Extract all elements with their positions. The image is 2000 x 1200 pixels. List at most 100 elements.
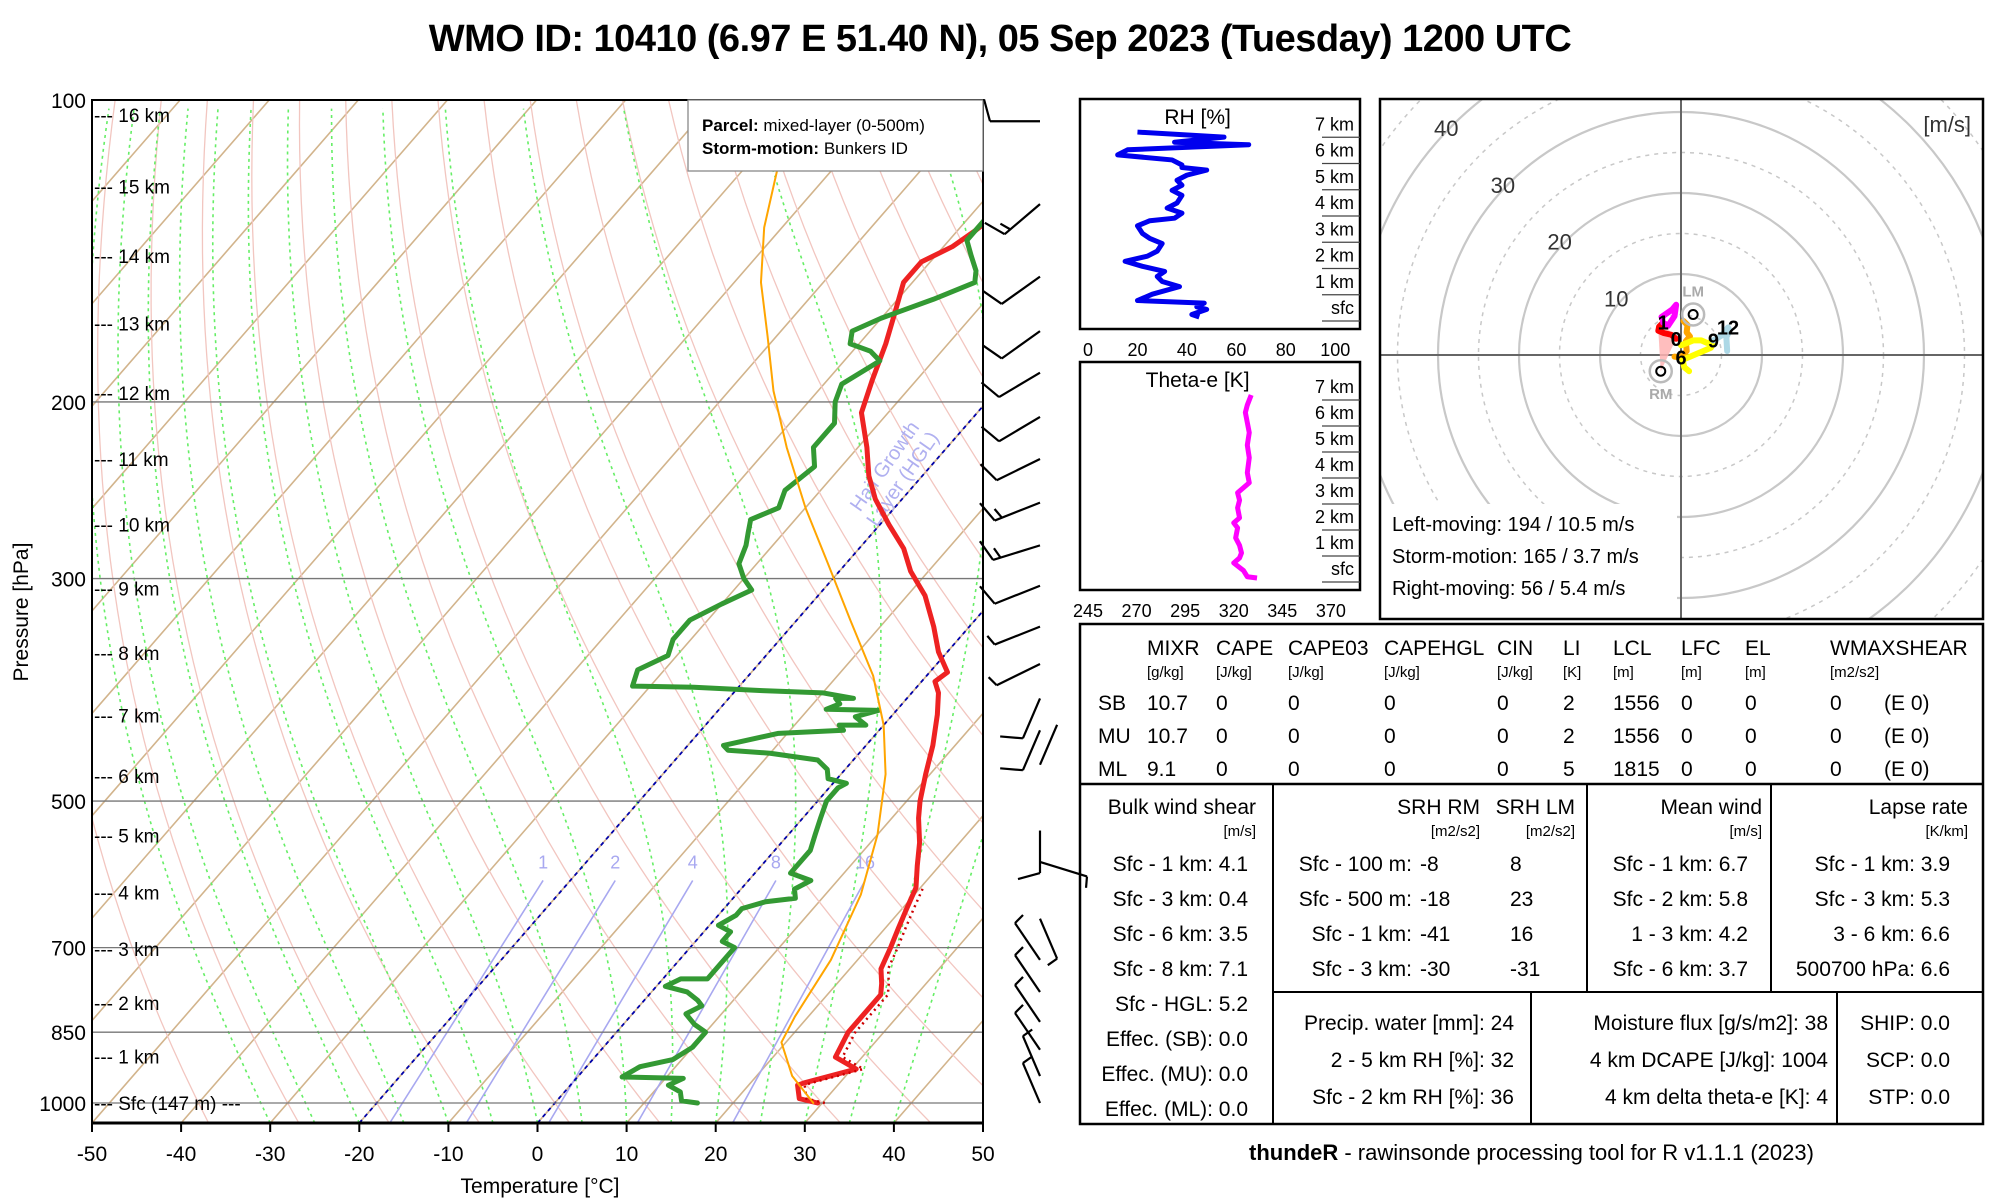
parcel-cell: 1556 [1613,692,1660,715]
footer-credit: thundeR - rawinsonde processing tool for… [1080,1140,1983,1166]
srh-row-label: Sfc - 3 km: [1312,958,1412,981]
height-label: --- 12 km [94,384,170,405]
wind-barb [986,625,1041,646]
x-tick-label: 50 [971,1143,994,1166]
rh-panel-frame [1078,97,1362,331]
lapse-rate-unit: [K/km] [1925,823,1968,840]
height-label: --- 15 km [94,178,170,199]
parcel-profile-line [759,100,887,1104]
dry-adiabat-line [391,100,841,1123]
height-label: --- 3 km [94,940,159,961]
rh-panel-x-tick-label: 100 [1320,340,1350,360]
parcel-cell: 0 [1497,692,1509,715]
parcel-cell: 10.7 [1147,725,1188,748]
dry-adiabat-line [714,100,983,649]
theta-e-panel-height-label: 7 km [1315,377,1354,397]
rh-panel-height-label: 2 km [1315,246,1354,266]
wind-barb-staff [994,584,1041,605]
wind-barb-full-flag [979,585,996,605]
parcel-header-unit: [J/kg] [1497,664,1533,681]
moist-adiabat-line [522,108,729,1123]
isotherm-line [625,712,983,1123]
parcel-cell: 0 [1745,725,1757,748]
hodograph-ring-label: 20 [1547,230,1571,255]
storm-motion-marker [1687,309,1699,320]
wind-barb-full-flag [980,381,1000,398]
moist-adiabat-line [286,108,539,1123]
wind-barb-half-flag [1022,1028,1033,1038]
moist-adiabat-line [117,108,316,1123]
x-tick-label: 30 [793,1143,816,1166]
wind-barb [980,371,1041,398]
parcel-cell: 0 [1745,692,1757,715]
parcel-cell: 0 [1830,758,1842,781]
legend-storm: Storm-motion: Bunkers ID [702,139,908,158]
wind-barb-full-flag [1000,767,1023,772]
x-tick-label: -30 [255,1143,285,1166]
rh-panel-x-tick-label: 0 [1083,340,1093,360]
wind-barb-staff [1038,918,1059,960]
indices-table: MIXR [g/kg] CAPE [J/kg] CAPE03 [J/kg] CAPEHGL [… [1078,622,1985,1126]
flux-row: Moisture flux [g/s/m2]: 38 [1593,1012,1828,1035]
srh-lm-value: 8 [1510,853,1522,876]
parcel-cell-extra: (E 0) [1884,725,1930,748]
isotherm-line [92,100,894,1022]
wind-barb-full-flag [979,502,996,522]
parcel-header-unit: [K] [1563,664,1581,681]
legend-storm-label: Storm-motion: [702,139,819,158]
height-label: --- 8 km [94,644,159,665]
wind-barb [987,662,1041,687]
dry-adiabat-line [345,100,751,1123]
parcel-header: LI [1563,637,1581,660]
mean-wind-row: Sfc - 6 km: 3.7 [1613,958,1748,981]
wind-barb-staff [1021,1062,1042,1104]
parcel-row-label: SB [1098,692,1126,715]
pressure-tick-label: 500 [51,791,86,814]
height-label: --- 1 km [94,1048,159,1069]
x-axis-title: Temperature [°C] [461,1175,620,1198]
srh-lm-value: -31 [1510,958,1540,981]
parcel-header-unit: [m] [1745,664,1766,681]
height-label: --- 2 km [94,994,159,1015]
pressure-tick-label: 1000 [39,1093,86,1116]
parcel-cell: 0 [1216,725,1228,748]
height-label: --- 9 km [94,580,159,601]
moisture-row: Sfc - 2 km RH [%]: 36 [1312,1086,1514,1109]
hodograph-annotation-box [1380,504,1677,619]
hodograph-segment [1671,317,1693,361]
srh-rm-unit: [m2/s2] [1431,823,1480,840]
wind-barb-half-flag [1014,1004,1024,1014]
height-label: --- 4 km [94,884,159,905]
bulk-shear-row: Sfc - 8 km: 7.1 [1113,958,1248,981]
moist-adiabat-line [247,108,494,1123]
moist-adiabat-line [92,108,271,1123]
legend-storm-value: Bunkers ID [819,139,908,158]
wind-barb-staff [1001,330,1041,360]
hodograph-unit-label: [m/s] [1923,112,1971,137]
parcel-cell-extra: (E 0) [1884,758,1930,781]
bulk-shear-row: Sfc - 6 km: 3.5 [1113,923,1248,946]
bulk-shear-row: Sfc - 3 km: 0.4 [1113,888,1249,911]
isotherm-line [92,100,627,715]
rh-panel-height-label: 7 km [1315,114,1354,134]
theta-e-panel-height-label: 5 km [1315,429,1354,449]
skewt-background-lines: 1 2 4 8 16 Hail GrowthLayer (HGL) [92,100,983,1123]
parcel-cell: 0 [1384,725,1396,748]
wind-barb [979,458,1041,482]
mean-wind-row: Sfc - 2 km: 5.8 [1613,888,1748,911]
bulk-shear-row: Effec. (SB): 0.0 [1106,1028,1248,1051]
parcel-cell: 2 [1563,725,1575,748]
wind-barb [979,584,1041,605]
wind-barb-half-flag [1014,914,1024,924]
x-tick-label: -20 [344,1143,374,1166]
wind-barb [1014,914,1041,961]
hgl-label: Hail GrowthLayer (HGL) [845,415,944,530]
wind-barb [1014,946,1041,993]
mixing-ratio-label: 8 [771,852,781,872]
rh-panel: RH [%] sfc 1 km 2 km 3 km 4 km 5 km 6 km 7 km 0 20… [1078,97,1362,360]
dry-adiabat-line [92,815,210,1123]
wind-barbs [978,98,1089,1104]
parcel-cell: 0 [1745,758,1757,781]
srh-lm-unit: [m2/s2] [1526,823,1575,840]
footer-tool-name: thundeR [1249,1140,1339,1165]
